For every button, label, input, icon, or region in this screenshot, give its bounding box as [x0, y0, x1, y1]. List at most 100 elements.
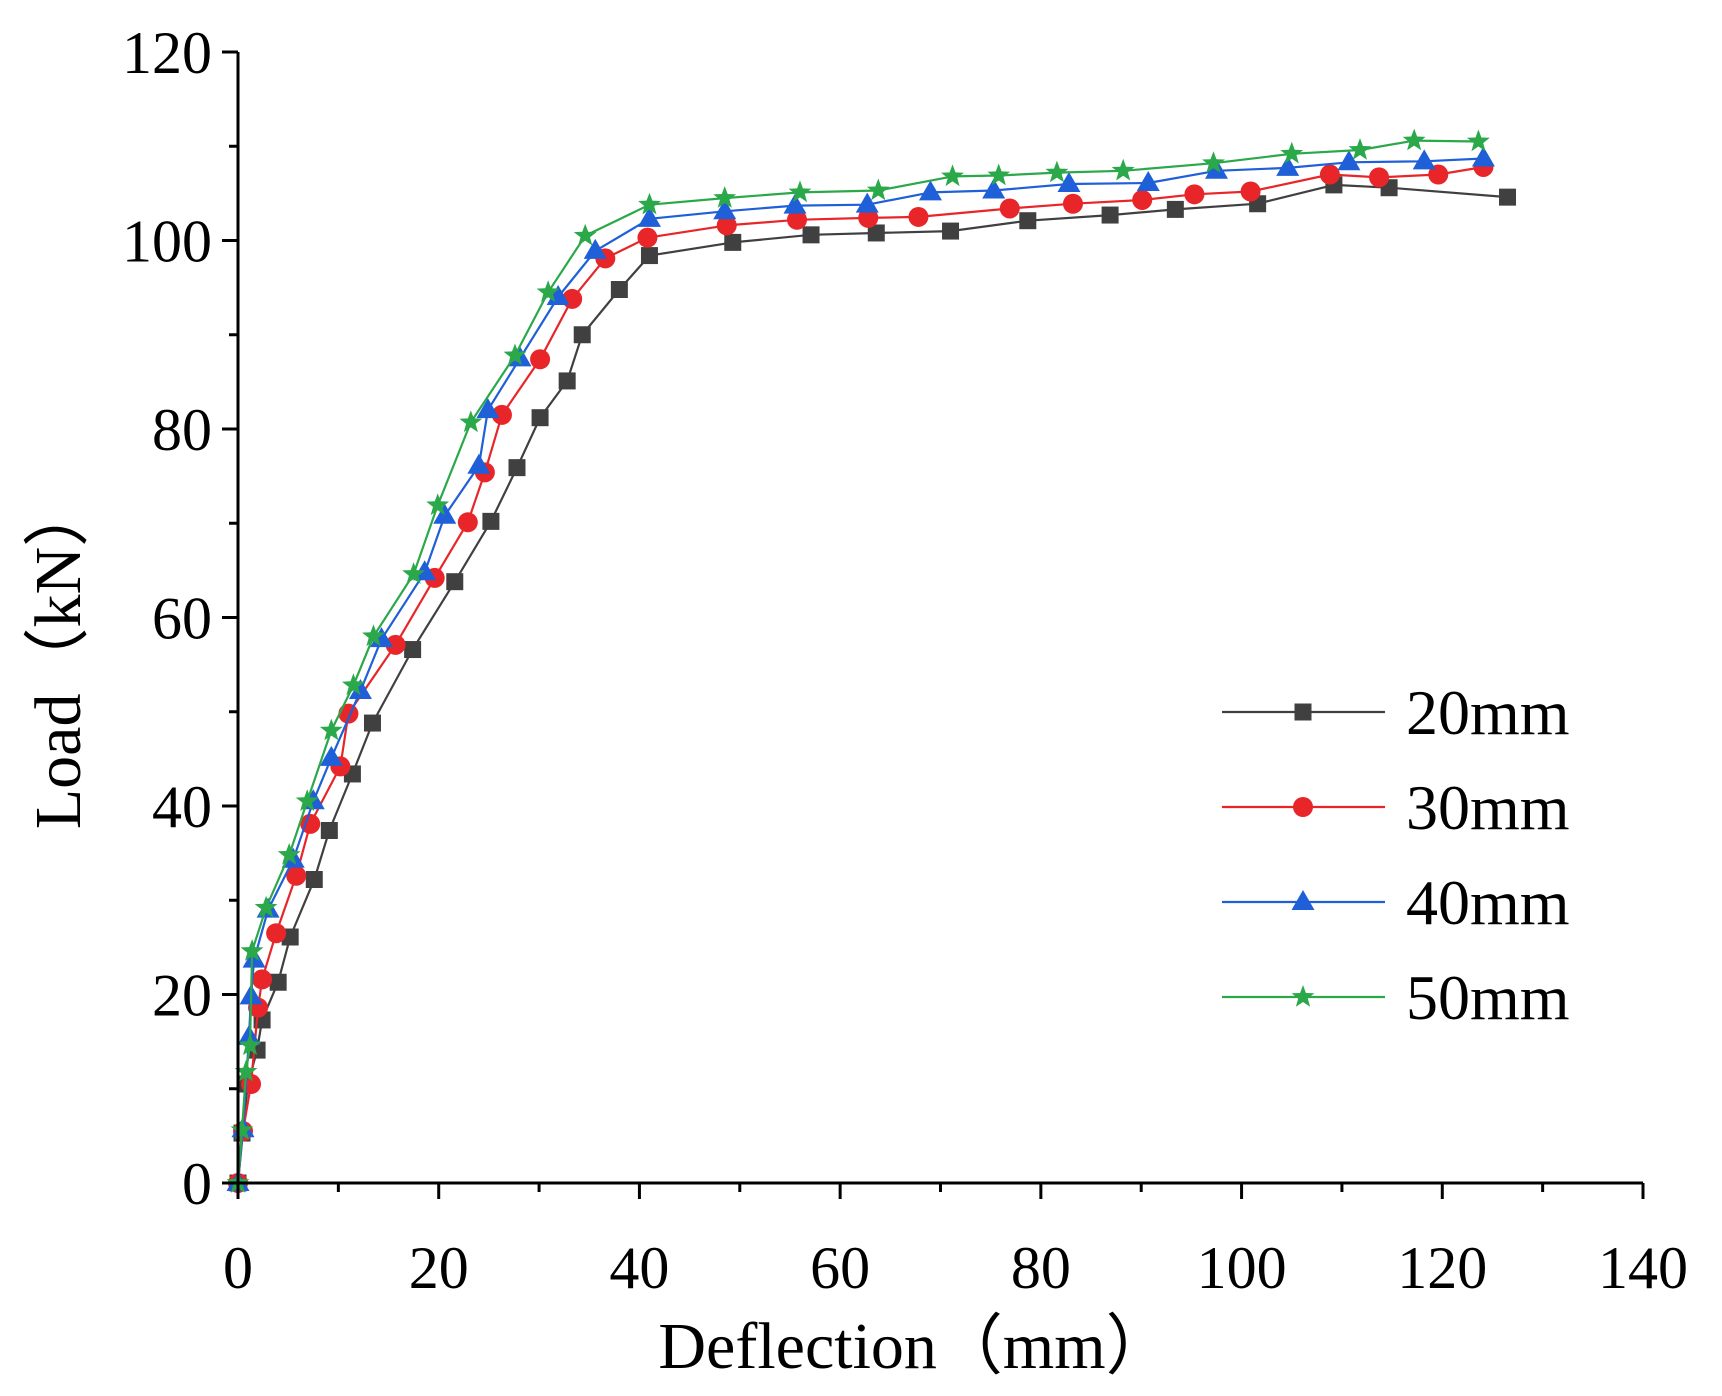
data-point-50mm [234, 1059, 258, 1082]
data-point-30mm [385, 634, 406, 655]
series-line-30mm [236, 165, 1484, 1184]
data-point-40mm [348, 679, 372, 700]
legend: 20mm 30mm 40mm 50mm [1222, 677, 1570, 1033]
y-axis-title: Load（kN） [22, 481, 95, 829]
data-point-50mm [503, 343, 527, 366]
legend-item-30mm: 30mm [1222, 772, 1570, 843]
data-point-50mm [459, 410, 483, 433]
series-line-20mm [236, 183, 1508, 1184]
data-point-50mm [1111, 158, 1135, 181]
x-axis-title: Deflection（mm） [658, 1310, 1171, 1383]
data-point-50mm [426, 493, 450, 516]
data-point-40mm [583, 238, 607, 259]
y-tick-label: 0 [182, 1151, 212, 1217]
data-point-30mm [266, 923, 287, 944]
data-point-20mm [482, 512, 500, 530]
data-point-40mm [319, 745, 343, 766]
y-tick-label: 40 [152, 774, 212, 840]
data-point-50mm [987, 163, 1011, 186]
data-point-30mm [1369, 167, 1390, 188]
legend-item-50mm: 50mm [1222, 962, 1570, 1033]
y-tick-label: 80 [152, 397, 212, 463]
data-point-50mm [319, 718, 343, 741]
data-point-40mm [918, 180, 942, 201]
data-point-20mm [1166, 200, 1184, 218]
data-point-30mm [786, 209, 807, 230]
data-point-40mm [1471, 146, 1495, 167]
data-point-40mm [637, 206, 661, 227]
data-point-30mm [1062, 193, 1083, 214]
legend-marker [1293, 797, 1313, 817]
legend-item-20mm: 20mm [1222, 677, 1570, 748]
data-point-30mm [1132, 189, 1153, 210]
data-point-30mm [637, 227, 658, 248]
data-point-20mm [305, 871, 323, 889]
data-point-20mm [942, 222, 960, 240]
data-point-30mm [530, 349, 551, 370]
data-point-50mm [1467, 129, 1490, 152]
y-tick-label: 120 [122, 20, 212, 86]
axes-layer [222, 50, 1645, 1199]
legend-label: 20mm [1406, 677, 1570, 748]
data-point-40mm [855, 192, 879, 213]
series-50mm [226, 128, 1490, 1193]
data-point-20mm [802, 226, 820, 244]
legend-label: 40mm [1406, 867, 1570, 938]
x-tick-label: 140 [1598, 1235, 1688, 1301]
data-point-40mm [982, 178, 1006, 199]
data-point-30mm [1240, 181, 1261, 202]
data-point-50mm [1045, 160, 1069, 183]
data-point-50mm [342, 673, 365, 696]
x-tick-label: 60 [810, 1235, 870, 1301]
data-point-20mm [1019, 212, 1037, 230]
y-tick-label: 60 [152, 586, 212, 652]
data-point-50mm [277, 843, 301, 865]
data-point-50mm [254, 895, 278, 918]
data-point-20mm [867, 224, 885, 242]
data-point-30mm [716, 215, 737, 236]
data-point-30mm [491, 404, 512, 425]
data-point-40mm [1412, 149, 1436, 170]
legend-marker [1294, 703, 1312, 721]
data-point-40mm [713, 199, 737, 220]
data-point-50mm [866, 178, 890, 201]
data-point-30mm [300, 813, 321, 834]
data-point-20mm [558, 372, 576, 390]
data-point-40mm [242, 947, 266, 968]
legend-label: 30mm [1406, 772, 1570, 843]
y-tick-label: 100 [122, 209, 212, 275]
series-layer [226, 128, 1517, 1193]
data-point-50mm [788, 180, 812, 203]
data-point-50mm [941, 164, 964, 187]
x-tick-label: 0 [223, 1235, 253, 1301]
legend-marker [1291, 890, 1315, 910]
data-point-30mm [908, 206, 929, 227]
data-point-40mm [433, 503, 457, 524]
data-point-20mm [320, 822, 338, 840]
data-point-50mm [230, 1118, 254, 1140]
data-point-40mm [783, 193, 807, 214]
x-tick-label: 40 [609, 1235, 669, 1301]
data-point-40mm [467, 453, 491, 474]
data-point-20mm [269, 973, 287, 991]
data-point-50mm [1202, 151, 1225, 173]
data-point-50mm [1348, 138, 1372, 160]
data-point-20mm [1499, 188, 1517, 206]
data-point-40mm [1337, 150, 1361, 171]
legend-label: 50mm [1406, 962, 1570, 1033]
x-tick-label: 100 [1197, 1235, 1287, 1301]
data-point-20mm [404, 641, 422, 659]
data-point-50mm [362, 624, 385, 647]
data-point-20mm [508, 459, 526, 477]
tick-labels: 0 20 40 60 80 100 120 140 0 20 40 60 80 100 120 [122, 20, 1688, 1301]
legend-marker [1291, 985, 1315, 1007]
data-point-30mm [252, 969, 273, 990]
data-point-50mm [1402, 128, 1426, 151]
x-tick-label: 20 [409, 1235, 469, 1301]
data-point-40mm [476, 398, 500, 419]
data-point-50mm [573, 223, 597, 246]
data-point-50mm [1280, 141, 1304, 164]
data-point-20mm [363, 714, 381, 732]
